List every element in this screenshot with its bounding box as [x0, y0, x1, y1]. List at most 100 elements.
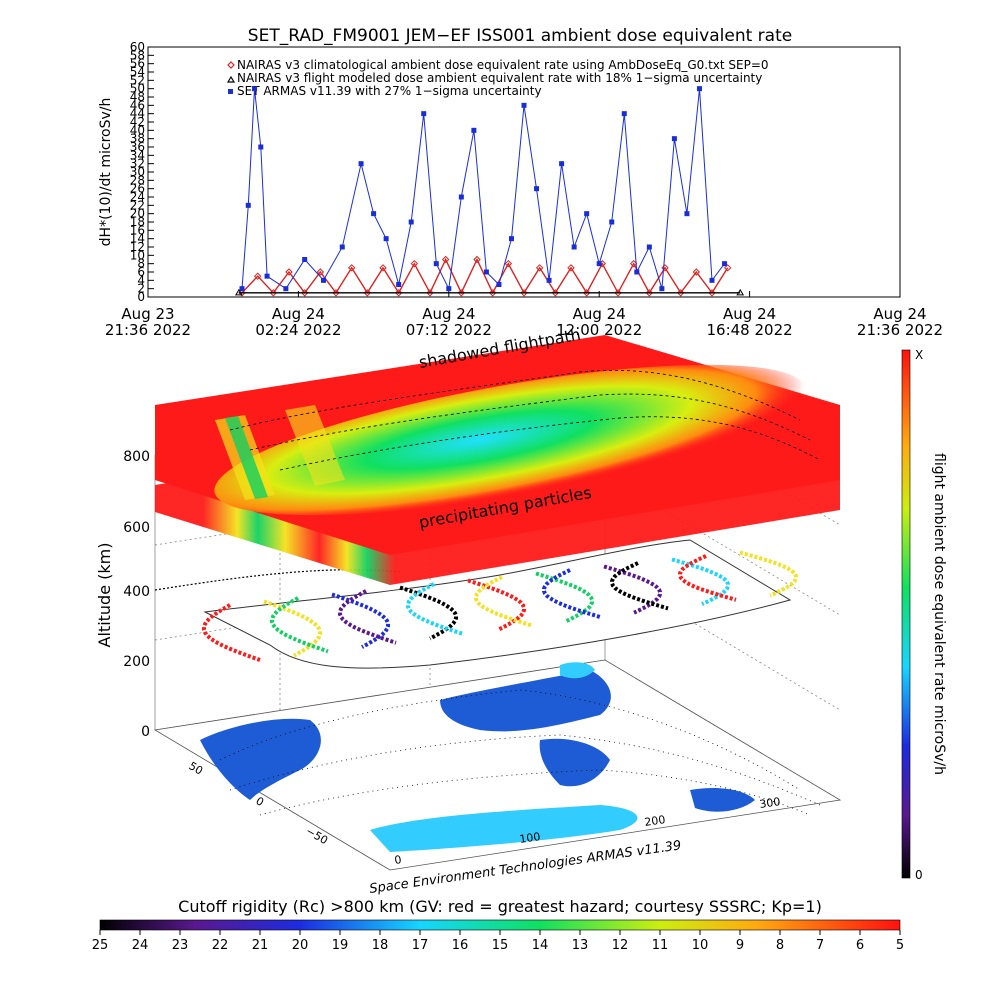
nairas-flight-point	[234, 288, 243, 296]
altitude-axis-label: Altitude (km)	[95, 543, 114, 648]
armas-point	[571, 244, 577, 250]
cb-tick-label: 12	[612, 938, 629, 953]
armas-point	[584, 211, 590, 217]
armas-point	[709, 277, 715, 283]
x-tick-label-date: Aug 23	[121, 305, 174, 323]
alt-tick-600: 600	[123, 520, 150, 536]
y-tick-label: 42	[130, 115, 145, 129]
nairas-clim-point	[441, 255, 450, 264]
x-tick-label-time: 21:36 2022	[105, 321, 191, 339]
armas-point	[302, 257, 308, 262]
hazard-slab: shadowed flightpath precipitating partic…	[155, 325, 840, 585]
y-tick-label: 20	[130, 207, 145, 221]
antarctica	[370, 805, 638, 852]
armas-point	[508, 236, 514, 242]
slab-hazard-glow	[214, 364, 806, 516]
orbit-ribbon	[610, 561, 669, 611]
armas-point	[646, 244, 652, 250]
y-tick-label: 14	[130, 232, 145, 246]
y-tick-label: 8	[137, 257, 145, 271]
cb-tick-label: 13	[572, 938, 589, 953]
lon-tick-100: 100	[519, 830, 542, 846]
cb-tick-label: 16	[452, 938, 469, 953]
greenland	[560, 662, 595, 679]
armas-point	[252, 86, 258, 92]
y-tick-label: 30	[130, 165, 145, 179]
armas-point	[258, 144, 264, 150]
cb-tick-label: 6	[856, 938, 864, 953]
x-tick-label-time: 21:36 2022	[857, 321, 943, 339]
orbit-ribbon	[474, 575, 533, 628]
orbit-ribbon	[542, 568, 601, 619]
orbit-ribbon	[406, 582, 465, 637]
bottom-colorbar-ticks: 25 24 23 22 21 20 19 18 17 16 15 14 13 12 11 10 9 8 7 6 5	[92, 930, 904, 953]
alt-tick-200: 200	[123, 654, 150, 670]
cb-tick-label: 25	[92, 938, 109, 953]
top-chart-y-ticks: 0246810121416182022242628303234363840424…	[130, 40, 154, 304]
y-tick-label: 60	[130, 40, 145, 54]
orbit-ribbon	[671, 557, 730, 606]
nairas-clim-point	[410, 259, 419, 268]
cb-tick-label: 8	[776, 938, 784, 953]
cb-tick-label: 5	[896, 938, 904, 953]
nairas-clim-point	[379, 264, 387, 272]
continent-australia	[690, 788, 755, 812]
cb-tick-label: 19	[332, 938, 349, 953]
armas-point	[671, 136, 677, 142]
nairas-clim-point	[504, 259, 513, 268]
orbit-ribbon	[678, 554, 737, 602]
nairas-clim-point	[253, 272, 262, 280]
right-colorbar-gradient	[901, 349, 911, 879]
slab-left-band-green	[225, 416, 268, 499]
orbit-ribbon	[338, 589, 397, 645]
y-tick-label: 4	[137, 273, 145, 287]
armas-point	[421, 111, 427, 117]
x-tick-label-date: Aug 24	[272, 305, 325, 323]
orbit-ribbon	[331, 592, 390, 649]
armas-point	[546, 277, 552, 283]
y-tick-label: 2	[137, 282, 145, 296]
nairas-clim-point	[692, 268, 701, 276]
armas-point	[496, 282, 502, 287]
armas-point	[471, 127, 477, 133]
continent-americas	[200, 718, 321, 800]
top-chart-y-label: dH*(10)/dt microSv/h	[98, 98, 114, 247]
bottom-colorbar: Cutoff rigidity (Rc) >800 km (GV: red = …	[92, 897, 904, 953]
series-line-0	[241, 257, 729, 295]
orbit-ribbon	[603, 564, 662, 615]
cb-tick-label: 22	[212, 938, 229, 953]
orbit-ribbons	[202, 550, 798, 662]
y-tick-label: 22	[130, 198, 145, 212]
y-tick-label: 40	[130, 123, 145, 137]
alt-tick-0: 0	[141, 724, 150, 740]
armas-point	[408, 219, 414, 225]
x-tick-label-date: Aug 24	[422, 305, 475, 323]
armas-point	[396, 282, 402, 287]
y-tick-label: 18	[130, 215, 145, 229]
legend-label-nairas-clim: NAIRAS v3 climatological ambient dose eq…	[237, 58, 769, 72]
armas-point	[358, 161, 364, 167]
armas-point	[458, 194, 464, 200]
cb-tick-label: 9	[736, 938, 744, 953]
armas-point	[684, 211, 690, 217]
lat-tick-50: 50	[187, 759, 206, 777]
armas-point	[696, 86, 702, 92]
orbit-ribbon	[399, 585, 458, 641]
x-tick-label-time: 07:12 2022	[406, 321, 492, 339]
armas-point	[596, 261, 602, 267]
y-tick-label: 36	[130, 140, 145, 154]
orbit-track-surface	[154, 539, 798, 669]
armas-point	[320, 277, 326, 283]
right-colorbar-min: 0	[915, 868, 923, 882]
cb-tick-label: 21	[252, 938, 269, 953]
y-tick-label: 34	[130, 148, 145, 162]
orbit-ribbon	[270, 596, 329, 654]
y-tick-label: 16	[130, 223, 145, 237]
cb-tick-label: 17	[412, 938, 429, 953]
y-tick-label: 24	[130, 190, 145, 204]
armas-point	[245, 202, 251, 208]
nairas-clim-point	[473, 255, 481, 264]
bottom-colorbar-gradient	[99, 919, 901, 931]
orbit-ribbon	[202, 603, 261, 662]
